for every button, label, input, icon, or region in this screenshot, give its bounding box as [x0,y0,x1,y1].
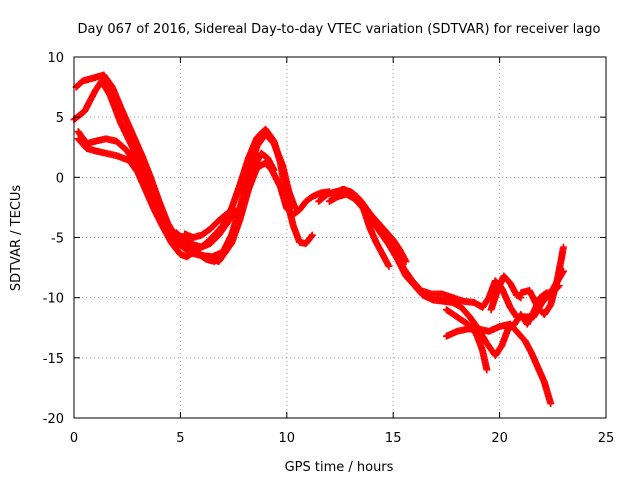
series-track-n [517,243,567,319]
x-tick-label: 10 [279,431,296,446]
x-tick-label: 20 [491,431,508,446]
data-point [308,231,316,239]
data-point [291,205,299,213]
data-point [232,207,240,215]
data-point [231,208,239,216]
series-track-l [442,320,555,408]
y-tick-label: -10 [43,292,64,307]
data-point [515,293,523,301]
data-point [307,232,315,240]
x-tick-label: 5 [176,431,184,446]
chart-title: Day 067 of 2016, Sidereal Day-to-day VTE… [78,22,601,37]
y-tick-label: 5 [56,111,64,126]
y-axis-label: SDTVAR / TECUs [9,185,24,292]
x-tick-label: 15 [385,431,402,446]
y-tick-label: -5 [51,232,64,247]
tick-layer: 0 5 10 15 20 25 -20 -15 -10 -5 0 5 10 [43,51,615,446]
series-track-m [487,272,525,314]
data-layer [70,71,567,408]
y-tick-label: -15 [43,352,64,367]
x-axis-label: GPS time / hours [285,460,394,475]
data-point [222,210,230,218]
data-point [385,262,393,270]
x-tick-label: 0 [70,431,78,446]
data-point [483,366,491,374]
series-track-e [172,207,240,251]
series-track-j [338,185,410,266]
x-tick-label: 25 [598,431,615,446]
series-track-f [181,209,231,241]
y-tick-label: -20 [43,412,64,427]
data-point [270,166,278,174]
data-point [547,400,555,408]
data-point [559,243,567,251]
y-tick-label: 10 [47,51,64,66]
data-point [223,209,231,217]
data-point [402,258,410,266]
y-tick-label: 0 [56,171,64,186]
